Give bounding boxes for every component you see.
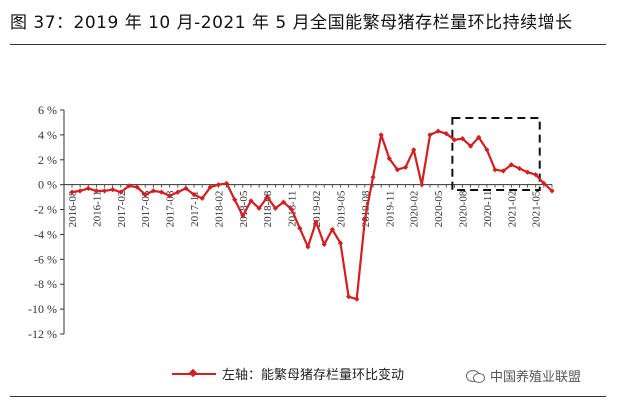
- data-point: [85, 185, 91, 191]
- data-point: [110, 187, 116, 193]
- data-point: [402, 164, 409, 170]
- x-tick-label: 2017-11: [189, 191, 201, 227]
- watermark: 中国养殖业联盟: [466, 366, 581, 385]
- data-point: [223, 180, 230, 187]
- data-point: [93, 188, 100, 194]
- data-point: [329, 226, 335, 233]
- data-point: [232, 197, 238, 203]
- data-point: [346, 294, 352, 300]
- bottom-rule: [10, 396, 606, 397]
- data-point: [370, 174, 376, 180]
- y-tick-label: 2 %: [38, 153, 57, 167]
- wechat-icon: [466, 369, 486, 383]
- legend-swatch: [172, 369, 216, 379]
- data-point: [411, 147, 417, 153]
- data-point: [468, 143, 474, 149]
- x-tick-label: 2016-08: [67, 190, 79, 227]
- x-tick-label: 2019-05: [335, 190, 347, 227]
- data-point: [272, 205, 278, 211]
- chart-title: 图 37：2019 年 10 月-2021 年 5 月全国能繁母猪存栏量环比持续…: [10, 13, 573, 33]
- data-point: [142, 192, 148, 198]
- data-point: [215, 182, 222, 188]
- data-point: [150, 188, 156, 194]
- y-tick-label: -10 %: [28, 302, 57, 316]
- data-point: [321, 241, 327, 247]
- data-point: [516, 165, 523, 172]
- data-point: [175, 189, 181, 195]
- y-tick-label: -2 %: [34, 203, 57, 217]
- data-point: [158, 189, 165, 195]
- data-point: [524, 169, 531, 175]
- data-point: [378, 132, 384, 138]
- data-point: [427, 132, 433, 138]
- y-tick-label: 6 %: [38, 103, 57, 117]
- data-point: [240, 213, 246, 219]
- y-tick-label: -8 %: [34, 277, 57, 291]
- y-tick-label: 4 %: [38, 128, 57, 142]
- data-point: [362, 216, 368, 223]
- x-tick-label: 2017-02: [116, 191, 128, 228]
- data-point: [500, 168, 506, 174]
- highlight-box: [451, 117, 541, 191]
- data-point: [69, 189, 75, 195]
- x-tick-label: 2020-08: [458, 190, 470, 227]
- data-point: [313, 219, 319, 225]
- data-point: [297, 225, 303, 231]
- data-point: [492, 167, 498, 173]
- legend-label: 左轴：能繁母猪存栏量环比变动: [222, 368, 405, 383]
- x-tick-label: 2017-05: [140, 190, 152, 227]
- y-tick-label: -12 %: [28, 327, 57, 341]
- x-tick-label: 2018-05: [238, 190, 250, 227]
- data-point: [386, 155, 392, 162]
- data-point: [541, 180, 547, 187]
- data-point: [280, 199, 287, 205]
- x-tick-label: 2020-02: [409, 191, 421, 228]
- data-point: [484, 147, 490, 153]
- x-tick-label: 2016-11: [91, 191, 103, 227]
- x-tick-label: 2019-11: [384, 191, 396, 227]
- data-point: [451, 137, 457, 143]
- data-point: [101, 188, 108, 194]
- data-point: [191, 192, 197, 198]
- x-tick-label: 2020-05: [433, 190, 445, 227]
- data-point: [443, 131, 449, 137]
- x-tick-label: 2019-02: [311, 191, 323, 228]
- data-point: [508, 162, 514, 168]
- data-point: [289, 206, 295, 213]
- data-point: [183, 185, 189, 191]
- data-point: [134, 184, 140, 190]
- data-point: [199, 195, 205, 201]
- legend: 左轴：能繁母猪存栏量环比变动: [172, 364, 404, 383]
- data-point: [256, 205, 262, 211]
- watermark-text: 中国养殖业联盟: [490, 370, 582, 385]
- data-point: [264, 194, 270, 200]
- data-point: [248, 198, 254, 204]
- x-tick-label: 2021-05: [531, 190, 543, 227]
- data-point: [118, 189, 124, 195]
- x-tick-label: 2018-02: [213, 191, 225, 228]
- data-point: [337, 240, 344, 246]
- data-point: [77, 188, 83, 194]
- x-tick-label: 2020-11: [482, 191, 494, 227]
- x-tick-label: 2021-02: [506, 191, 518, 228]
- data-point: [167, 193, 173, 199]
- data-point: [305, 244, 311, 250]
- data-point: [435, 128, 441, 134]
- data-point: [549, 188, 555, 194]
- data-point: [207, 184, 213, 190]
- y-tick-label: 0 %: [38, 178, 57, 192]
- data-point: [459, 136, 466, 142]
- y-tick-label: -4 %: [34, 227, 57, 241]
- data-point: [533, 172, 539, 178]
- top-rule: [10, 44, 606, 45]
- data-point: [126, 183, 132, 189]
- y-tick-label: -6 %: [34, 252, 57, 266]
- x-tick-label: 2017-08: [165, 190, 177, 227]
- data-point: [354, 296, 360, 302]
- data-point: [419, 182, 425, 188]
- data-point: [476, 134, 482, 140]
- data-point: [394, 167, 401, 173]
